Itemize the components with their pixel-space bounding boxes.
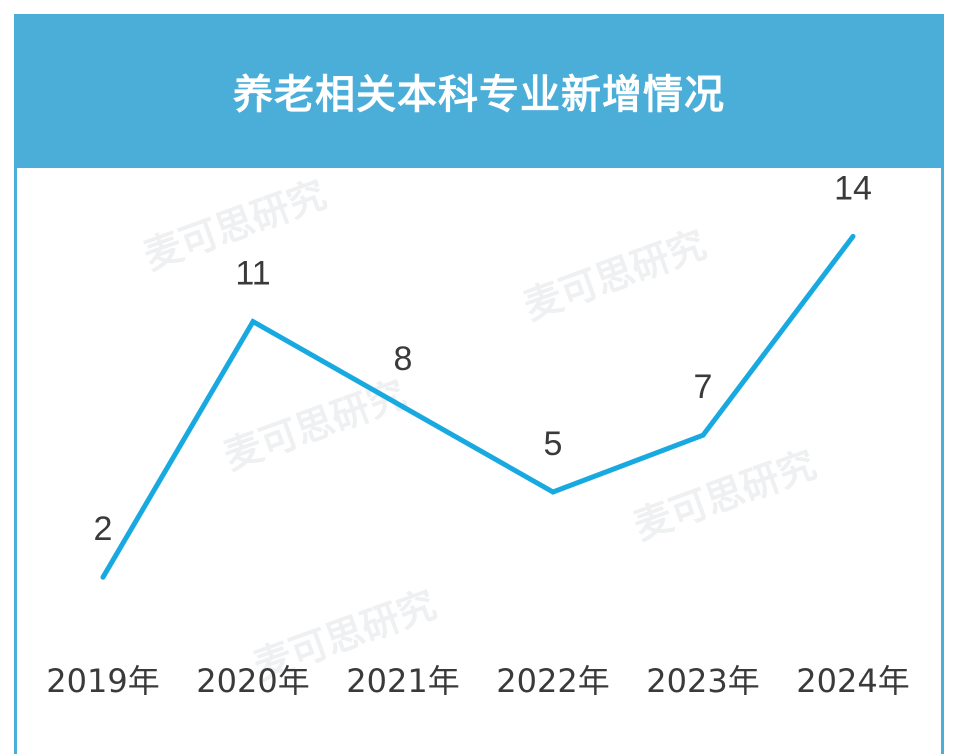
data-point	[250, 319, 256, 325]
data-label: 14	[834, 169, 872, 207]
data-label: 8	[394, 340, 413, 378]
watermark-text: 麦可思研究	[218, 372, 412, 478]
data-point	[850, 233, 856, 239]
series-line	[100, 234, 855, 579]
chart-frame: 养老相关本科专业新增情况	[14, 14, 944, 754]
watermark-text: 麦可思研究	[518, 222, 712, 328]
data-point	[100, 574, 106, 580]
data-point	[400, 404, 406, 410]
x-tick-label: 2022年	[496, 662, 609, 700]
data-label: 11	[235, 255, 270, 293]
data-label: 5	[544, 425, 563, 463]
x-tick-label: 2019年	[46, 662, 159, 700]
x-axis-tick-layer: 2019年 2020年 2021年 2022年 2023年 2024年	[46, 662, 909, 700]
x-tick-label: 2023年	[646, 662, 759, 700]
chart-title: 养老相关本科专业新增情况	[233, 71, 725, 118]
x-tick-label: 2020年	[196, 662, 309, 700]
x-tick-label: 2021年	[346, 662, 459, 700]
watermark-text: 麦可思研究	[628, 442, 822, 548]
data-point	[550, 489, 556, 495]
data-label-layer: 2 11 8 5 7 14	[94, 169, 872, 548]
data-label: 2	[94, 510, 113, 548]
title-banner: 养老相关本科专业新增情况	[17, 17, 941, 168]
data-point	[700, 432, 706, 438]
x-tick-label: 2024年	[796, 662, 909, 700]
data-label: 7	[694, 368, 713, 406]
series-layer	[100, 233, 856, 580]
